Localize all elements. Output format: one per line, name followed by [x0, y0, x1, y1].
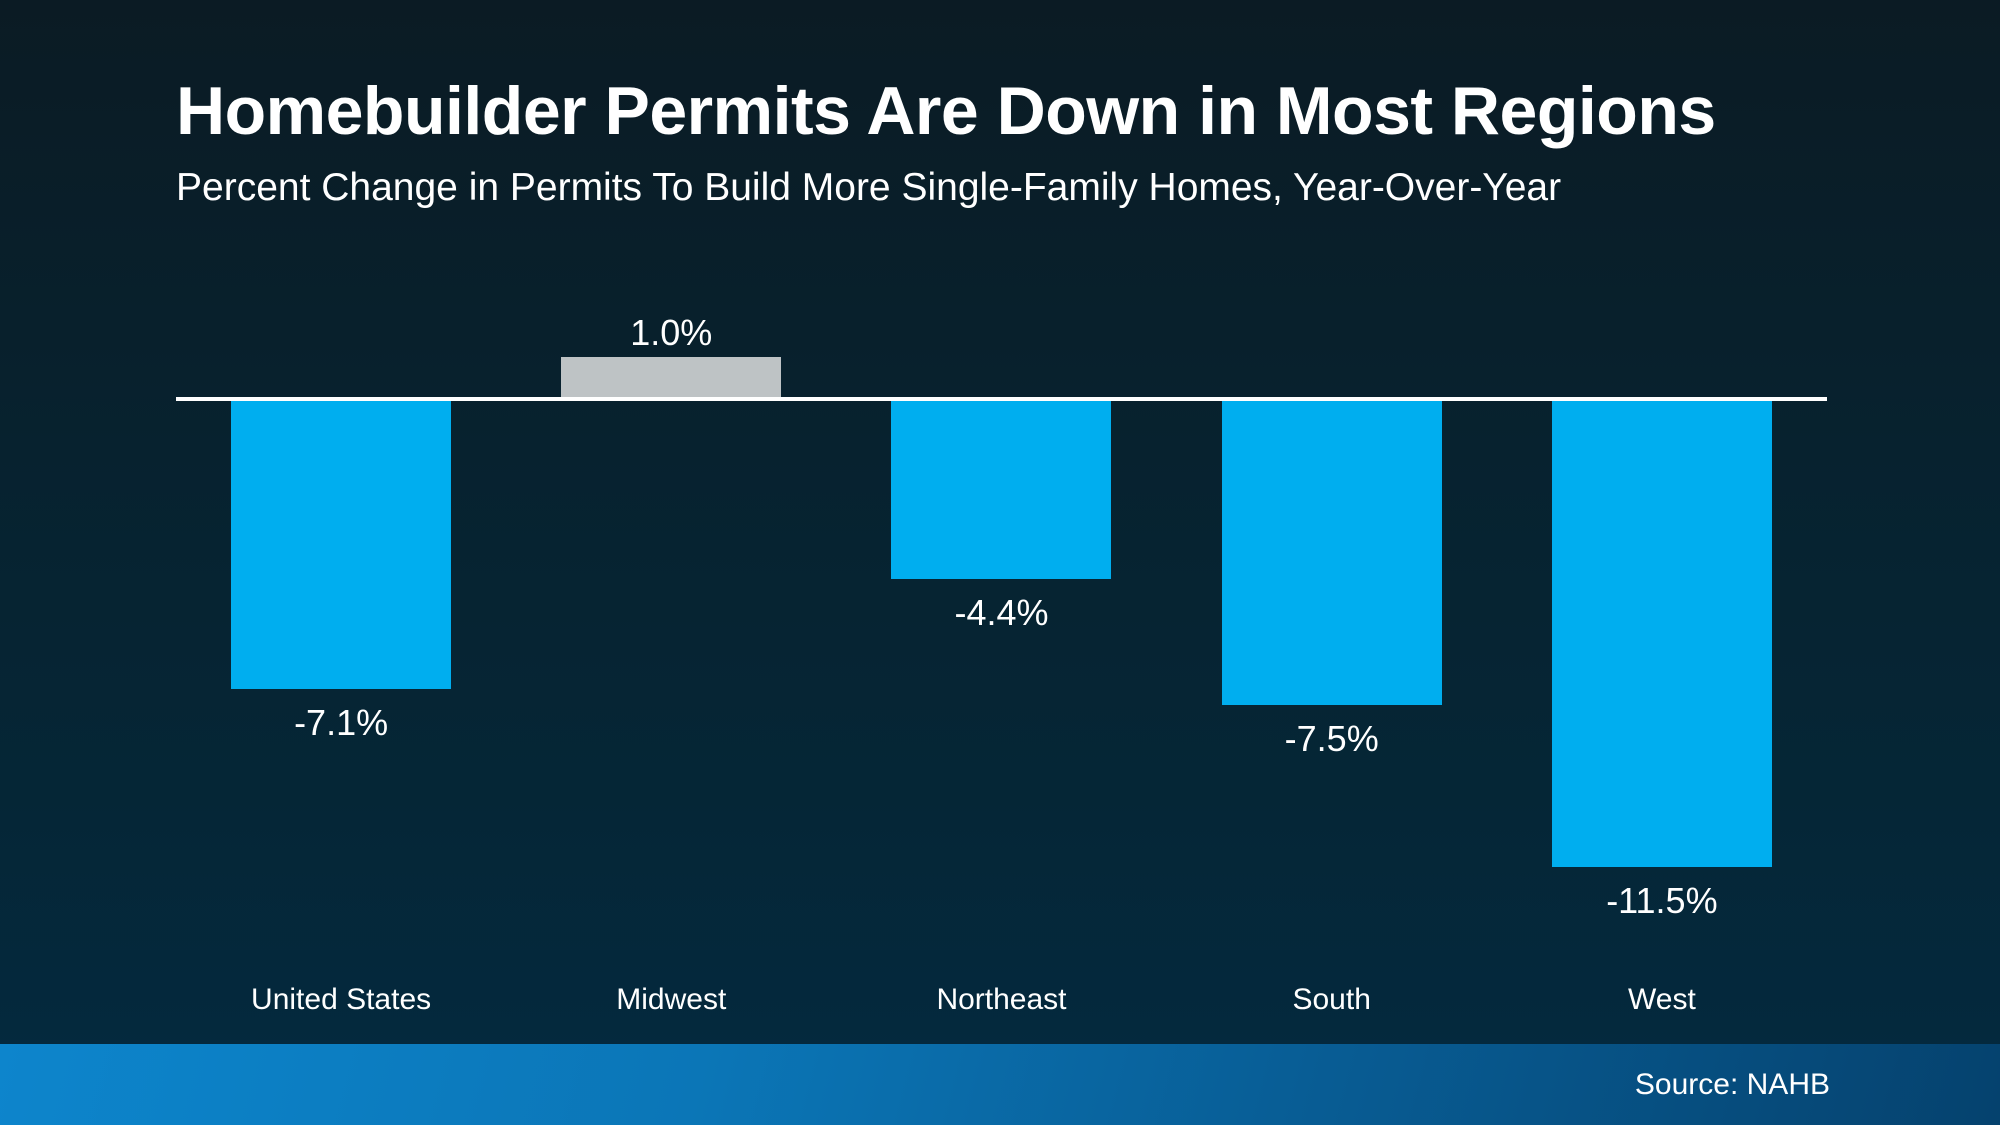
source-attribution: Source: NAHB [1634, 1067, 1830, 1101]
bar [891, 401, 1112, 580]
bar-value-label: -7.1% [294, 701, 389, 743]
bar-group-united-states: -7.1% United States [176, 0, 506, 1045]
category-label: West [1627, 983, 1696, 1016]
bar-group-midwest: 1.0% Midwest [506, 0, 836, 1045]
bar-value-label: -7.5% [1284, 717, 1379, 759]
bar-group-northeast: -4.4% Northeast [836, 0, 1166, 1045]
bar [1551, 401, 1772, 867]
chart-subtitle: Percent Change in Permits To Build More … [176, 166, 1562, 209]
category-label: Midwest [616, 983, 727, 1016]
zero-axis-line [176, 397, 1827, 401]
bar-value-label: -11.5% [1606, 879, 1718, 921]
bar-group-south: -7.5% South [1167, 0, 1497, 1045]
bar [561, 356, 782, 397]
footer-band: Source: NAHB [0, 1044, 2000, 1125]
category-label: Northeast [936, 983, 1067, 1016]
bar [1221, 401, 1442, 705]
category-label: South [1292, 983, 1371, 1016]
bar-group-west: -11.5% West [1497, 0, 1827, 1045]
category-label: United States [251, 983, 432, 1016]
chart-title: Homebuilder Permits Are Down in Most Reg… [176, 73, 1716, 149]
bar-value-label: -4.4% [954, 592, 1049, 634]
bar-value-label: 1.0% [630, 311, 713, 353]
bar-chart: -7.1% United States 1.0% Midwest -4.4% Northe… [176, 0, 1827, 1045]
bar [231, 401, 452, 689]
